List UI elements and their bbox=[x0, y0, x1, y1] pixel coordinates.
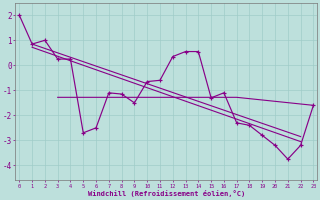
X-axis label: Windchill (Refroidissement éolien,°C): Windchill (Refroidissement éolien,°C) bbox=[88, 190, 245, 197]
